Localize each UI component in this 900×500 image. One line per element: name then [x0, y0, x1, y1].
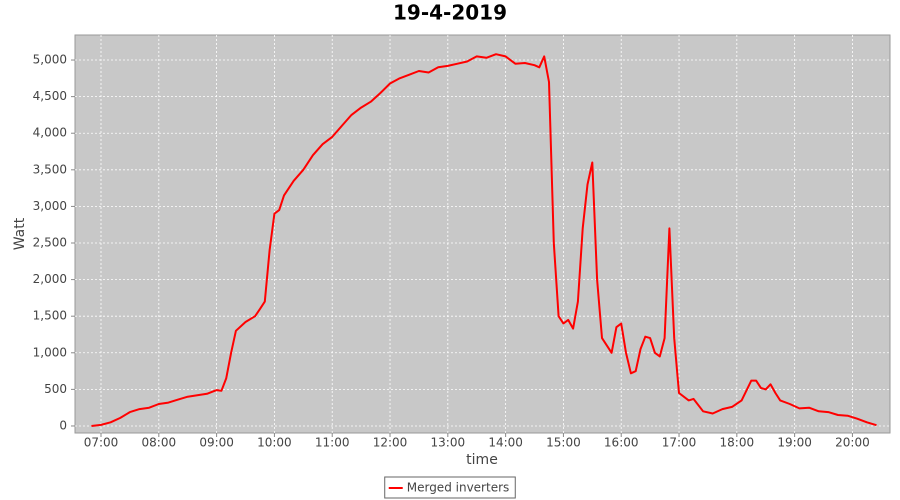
x-tick-label: 18:00 — [720, 436, 755, 450]
x-tick-label: 11:00 — [315, 436, 350, 450]
x-tick-label: 19:00 — [777, 436, 812, 450]
y-tick-label: 0 — [59, 418, 67, 432]
y-tick-label: 2,500 — [33, 236, 67, 250]
x-tick-label: 17:00 — [662, 436, 697, 450]
x-tick-label: 10:00 — [257, 436, 292, 450]
y-tick-label: 2,000 — [33, 272, 67, 286]
legend-box — [384, 476, 516, 499]
data-line — [91, 53, 877, 427]
legend: Merged inverters — [384, 476, 516, 499]
x-tick-label: 08:00 — [142, 436, 177, 450]
legend-label: Merged inverters — [407, 481, 510, 495]
y-tick-label: 500 — [44, 382, 67, 396]
y-tick-label: 3,000 — [33, 199, 67, 213]
x-axis-label: time — [466, 452, 498, 468]
y-tick-label: 1,000 — [33, 345, 67, 359]
y-tick-label: 5,000 — [33, 53, 67, 67]
y-axis-label: Watt — [12, 217, 28, 250]
x-tick-label: 16:00 — [604, 436, 639, 450]
x-tick-label: 20:00 — [835, 436, 870, 450]
y-tick-label: 4,000 — [33, 126, 67, 140]
y-tick-label: 4,500 — [33, 89, 67, 103]
y-tick-label: 3,500 — [33, 162, 67, 176]
x-tick-label: 13:00 — [431, 436, 466, 450]
x-tick-label: 15:00 — [546, 436, 581, 450]
y-tick-label: 1,500 — [33, 309, 67, 323]
x-tick-label: 12:00 — [373, 436, 408, 450]
plot-area — [74, 34, 891, 434]
x-tick-label: 09:00 — [199, 436, 234, 450]
x-tick-label: 14:00 — [488, 436, 523, 450]
x-tick-label: 07:00 — [84, 436, 119, 450]
chart-title: 19-4-2019 — [393, 1, 507, 25]
